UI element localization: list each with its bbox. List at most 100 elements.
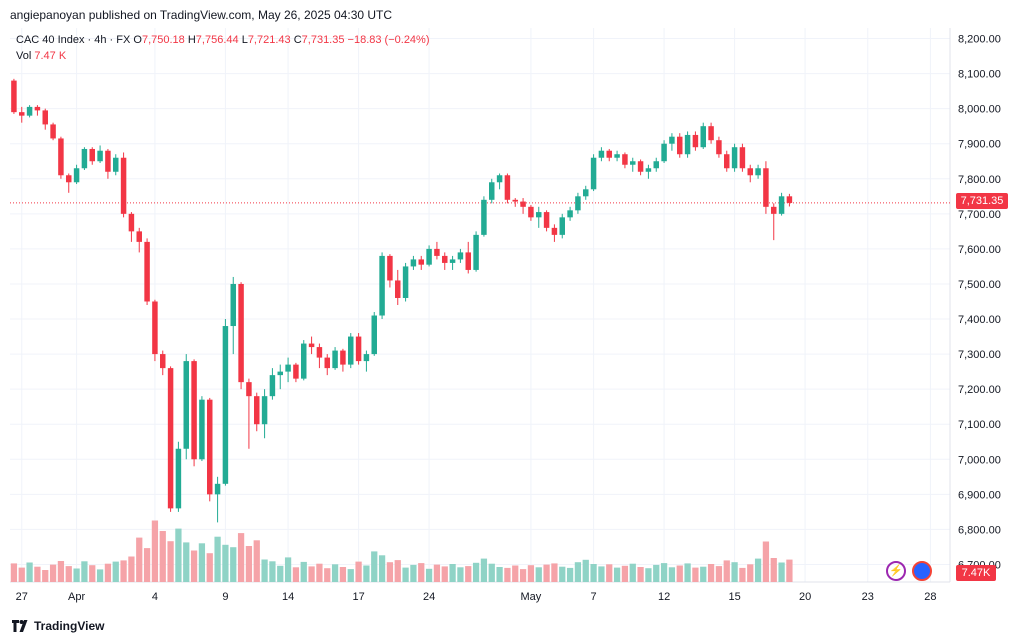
candle-body bbox=[285, 364, 291, 372]
candle-body bbox=[755, 168, 761, 176]
volume-bar bbox=[308, 566, 315, 582]
volume-bar bbox=[551, 563, 558, 582]
candle-body bbox=[771, 206, 777, 214]
volume-bar bbox=[512, 565, 519, 582]
brand-label: TradingView bbox=[34, 619, 105, 633]
volume-bar bbox=[206, 553, 213, 582]
globe-icon[interactable] bbox=[912, 561, 932, 581]
close-value: 7,731.35 bbox=[301, 34, 345, 46]
volume-bar bbox=[410, 564, 417, 582]
volume-bar bbox=[57, 561, 65, 582]
volume-bar bbox=[253, 540, 260, 582]
footer-brand[interactable]: TradingView bbox=[12, 619, 104, 633]
candle-body bbox=[590, 157, 597, 190]
volume-bar bbox=[402, 567, 409, 582]
volume-bar bbox=[159, 531, 166, 582]
volume-bar bbox=[739, 567, 746, 582]
candle-body bbox=[426, 248, 432, 265]
volume-bar bbox=[692, 567, 699, 582]
y-tick-label: 7,500.00 bbox=[958, 279, 1001, 291]
lightning-icon[interactable]: ⚡ bbox=[886, 561, 906, 581]
volume-bar bbox=[230, 547, 237, 582]
volume-bar bbox=[715, 566, 723, 582]
candle-body bbox=[622, 154, 628, 165]
last-price-badge: 7,731.35 bbox=[956, 193, 1008, 209]
y-tick-label: 8,000.00 bbox=[958, 104, 1001, 116]
candle-body bbox=[763, 168, 769, 207]
y-tick-label: 6,800.00 bbox=[958, 524, 1001, 536]
volume-bar bbox=[363, 565, 370, 582]
volume-bar bbox=[590, 564, 597, 582]
candle-body bbox=[316, 347, 323, 358]
volume-bar bbox=[284, 557, 292, 582]
candle-body bbox=[630, 161, 636, 165]
volume-bar bbox=[621, 565, 629, 582]
volume-bar bbox=[770, 558, 777, 582]
volume-bar bbox=[707, 564, 715, 582]
candle-body bbox=[520, 201, 526, 207]
volume-label: Vol bbox=[16, 50, 32, 62]
candle-body bbox=[58, 138, 64, 176]
volume-bar bbox=[425, 568, 433, 582]
x-tick-label: 27 bbox=[16, 591, 28, 603]
tradingview-logo-icon bbox=[12, 620, 28, 632]
volume-bar bbox=[747, 564, 754, 582]
candle-body bbox=[684, 134, 691, 155]
x-tick-label: 28 bbox=[924, 591, 936, 603]
candle-body bbox=[26, 106, 33, 116]
candle-body bbox=[340, 350, 346, 365]
volume-bar bbox=[574, 562, 582, 582]
volume-bar bbox=[653, 564, 660, 582]
volume-bar bbox=[261, 559, 268, 582]
symbol-label[interactable]: CAC 40 Index · 4h · FX bbox=[16, 34, 131, 46]
candle-body bbox=[11, 80, 17, 113]
volume-bar bbox=[26, 562, 33, 582]
volume-bar bbox=[10, 563, 18, 582]
candle-body bbox=[410, 259, 417, 267]
candle-body bbox=[308, 343, 315, 348]
volume-bar bbox=[488, 563, 495, 582]
ohlc-legend: CAC 40 Index · 4h · FX O7,750.18 H7,756.… bbox=[16, 34, 430, 46]
volume-bar bbox=[237, 533, 245, 582]
volume-bar bbox=[660, 563, 668, 582]
x-tick-label: 14 bbox=[282, 591, 294, 603]
volume-bar bbox=[566, 567, 574, 582]
volume-bar bbox=[762, 541, 770, 582]
x-tick-label: 12 bbox=[658, 591, 670, 603]
volume-bar bbox=[786, 559, 793, 582]
volume-bar bbox=[175, 528, 182, 582]
candle-body bbox=[536, 212, 542, 218]
candle-body bbox=[598, 150, 605, 158]
x-tick-label: 17 bbox=[352, 591, 364, 603]
y-tick-label: 8,200.00 bbox=[958, 34, 1001, 46]
candle-body bbox=[724, 154, 730, 169]
volume-bar bbox=[606, 564, 613, 582]
volume-bar bbox=[151, 520, 159, 582]
volume-bar bbox=[112, 561, 119, 582]
volume-bar bbox=[386, 562, 394, 582]
volume-bar bbox=[519, 569, 527, 582]
volume-bar bbox=[441, 566, 448, 582]
volume-bar bbox=[559, 566, 566, 582]
volume-bar bbox=[700, 566, 707, 582]
candle-body bbox=[128, 213, 135, 232]
low-label: L bbox=[241, 34, 248, 46]
candle-body bbox=[434, 248, 440, 256]
y-tick-label: 7,300.00 bbox=[958, 349, 1001, 361]
candle-body bbox=[457, 252, 464, 260]
candle-body bbox=[175, 448, 182, 509]
volume-bar bbox=[504, 567, 511, 582]
candle-body bbox=[661, 143, 667, 162]
volume-bar bbox=[418, 563, 425, 582]
volume-bar bbox=[34, 566, 41, 582]
volume-bar bbox=[245, 546, 253, 582]
candle-body bbox=[575, 196, 581, 211]
candle-body bbox=[645, 168, 652, 172]
volume-bar bbox=[198, 543, 206, 582]
candle-body bbox=[379, 255, 385, 316]
y-tick-label: 6,900.00 bbox=[958, 489, 1001, 501]
volume-bar bbox=[316, 563, 323, 582]
candle-body bbox=[222, 326, 229, 484]
candle-body bbox=[277, 371, 283, 376]
